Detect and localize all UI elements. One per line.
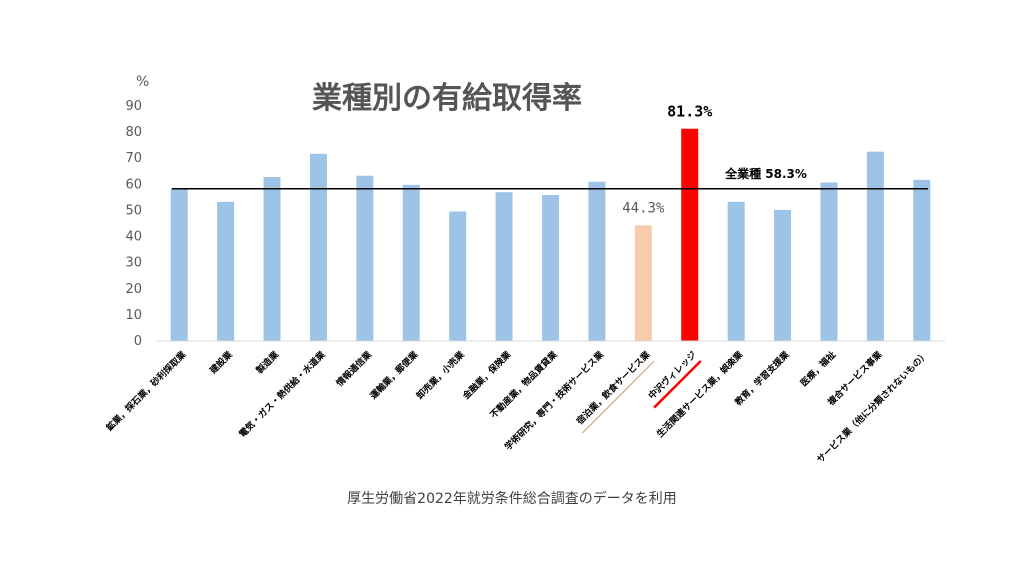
category-label: 電気・ガス・熱供給・水道業 <box>236 348 328 440</box>
reference-line-group: 全業種 58.3% <box>172 166 928 190</box>
y-tick-label: 50 <box>125 203 142 218</box>
bar <box>588 181 606 341</box>
bar <box>217 201 235 341</box>
category-label: 建設業 <box>207 348 235 376</box>
category-label: 学術研究，専門・技術サービス業 <box>502 348 607 453</box>
bar <box>866 151 884 341</box>
y-tick-label: 70 <box>125 151 142 166</box>
y-tick-label: 60 <box>125 177 142 192</box>
bar <box>820 182 838 341</box>
source-note: 厚生労働省2022年就労条件総合調査のデータを利用 <box>347 490 677 507</box>
category-underline <box>653 360 702 409</box>
bar <box>170 188 188 341</box>
y-tick-label: 40 <box>125 230 142 245</box>
data-label: 44.3% <box>622 200 665 216</box>
y-tick-label: 10 <box>125 308 142 323</box>
bar <box>542 195 559 341</box>
bar <box>263 177 281 341</box>
category-label: 卸売業，小売業 <box>414 348 468 402</box>
y-tick-label: 80 <box>125 125 142 140</box>
category-label: 医療，福祉 <box>798 349 838 389</box>
y-axis-ticks: 0 10 20 30 40 50 60 70 80 90 <box>125 99 142 349</box>
category-label: 運輸業，郵便業 <box>367 348 421 402</box>
bar <box>356 175 374 341</box>
category-label: 中沢ヴィレッジ <box>646 349 699 402</box>
bar <box>495 192 513 341</box>
y-tick-label: 30 <box>125 256 142 271</box>
data-labels: 44.3% 81.3% <box>622 103 712 217</box>
y-tick-label: 90 <box>125 99 142 114</box>
bar <box>727 201 745 341</box>
category-label: 鉱業，採石業，砂利採取業 <box>103 348 189 434</box>
bar <box>309 153 327 341</box>
bar <box>681 128 699 341</box>
category-label: 金融業，保険業 <box>459 348 513 402</box>
y-tick-label: 0 <box>134 334 142 349</box>
bar <box>774 209 792 341</box>
category-label: 宿泊業，飲食サービス業 <box>574 348 653 427</box>
reference-line-label: 全業種 58.3% <box>724 166 807 181</box>
bars <box>170 128 931 341</box>
bar <box>449 211 467 341</box>
y-tick-label: 20 <box>125 282 142 297</box>
bar <box>634 225 652 341</box>
category-label: 情報通信業 <box>333 348 375 390</box>
y-axis-unit: % <box>136 74 149 90</box>
bar <box>402 184 420 341</box>
bar <box>913 179 931 341</box>
category-underline <box>581 360 655 434</box>
data-label: 81.3% <box>667 103 712 121</box>
category-label: 製造業 <box>253 348 282 377</box>
chart-title: 業種別の有給取得率 <box>312 81 582 116</box>
